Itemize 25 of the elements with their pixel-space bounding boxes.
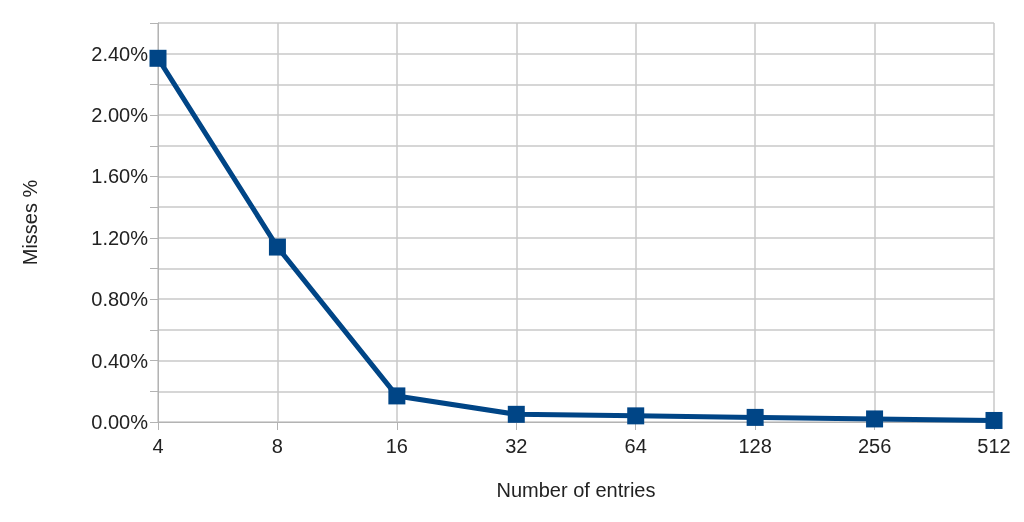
x-tick-label: 512: [977, 435, 1011, 457]
x-tick-label: 128: [738, 435, 772, 457]
y-tick-label: 0.00%: [91, 411, 149, 433]
y-tick-label: 0.40%: [91, 349, 149, 372]
point: [268, 238, 286, 256]
x-axis-title: Number of entries: [496, 479, 656, 501]
y-tick-label: 1.20%: [91, 226, 149, 249]
y-tick-label: 1.60%: [91, 165, 149, 188]
point: [388, 387, 406, 405]
y-axis-title: Misses %: [19, 179, 41, 266]
x-tick-label: 16: [385, 435, 408, 457]
point: [149, 49, 167, 67]
point: [627, 407, 645, 425]
point: [985, 411, 1003, 429]
x-tick-label: 256: [857, 435, 892, 457]
x-tick-label: 64: [624, 435, 647, 457]
point: [507, 405, 525, 423]
point: [866, 410, 884, 428]
x-tick-label: 32: [505, 435, 528, 457]
x-tick-label: 4: [152, 435, 164, 457]
point: [746, 408, 764, 426]
y-tick-label: 2.00%: [91, 104, 149, 127]
y-tick-label: 2.40%: [91, 42, 149, 65]
x-tick-label: 8: [271, 435, 283, 457]
y-tick-label: 0.80%: [91, 288, 149, 311]
